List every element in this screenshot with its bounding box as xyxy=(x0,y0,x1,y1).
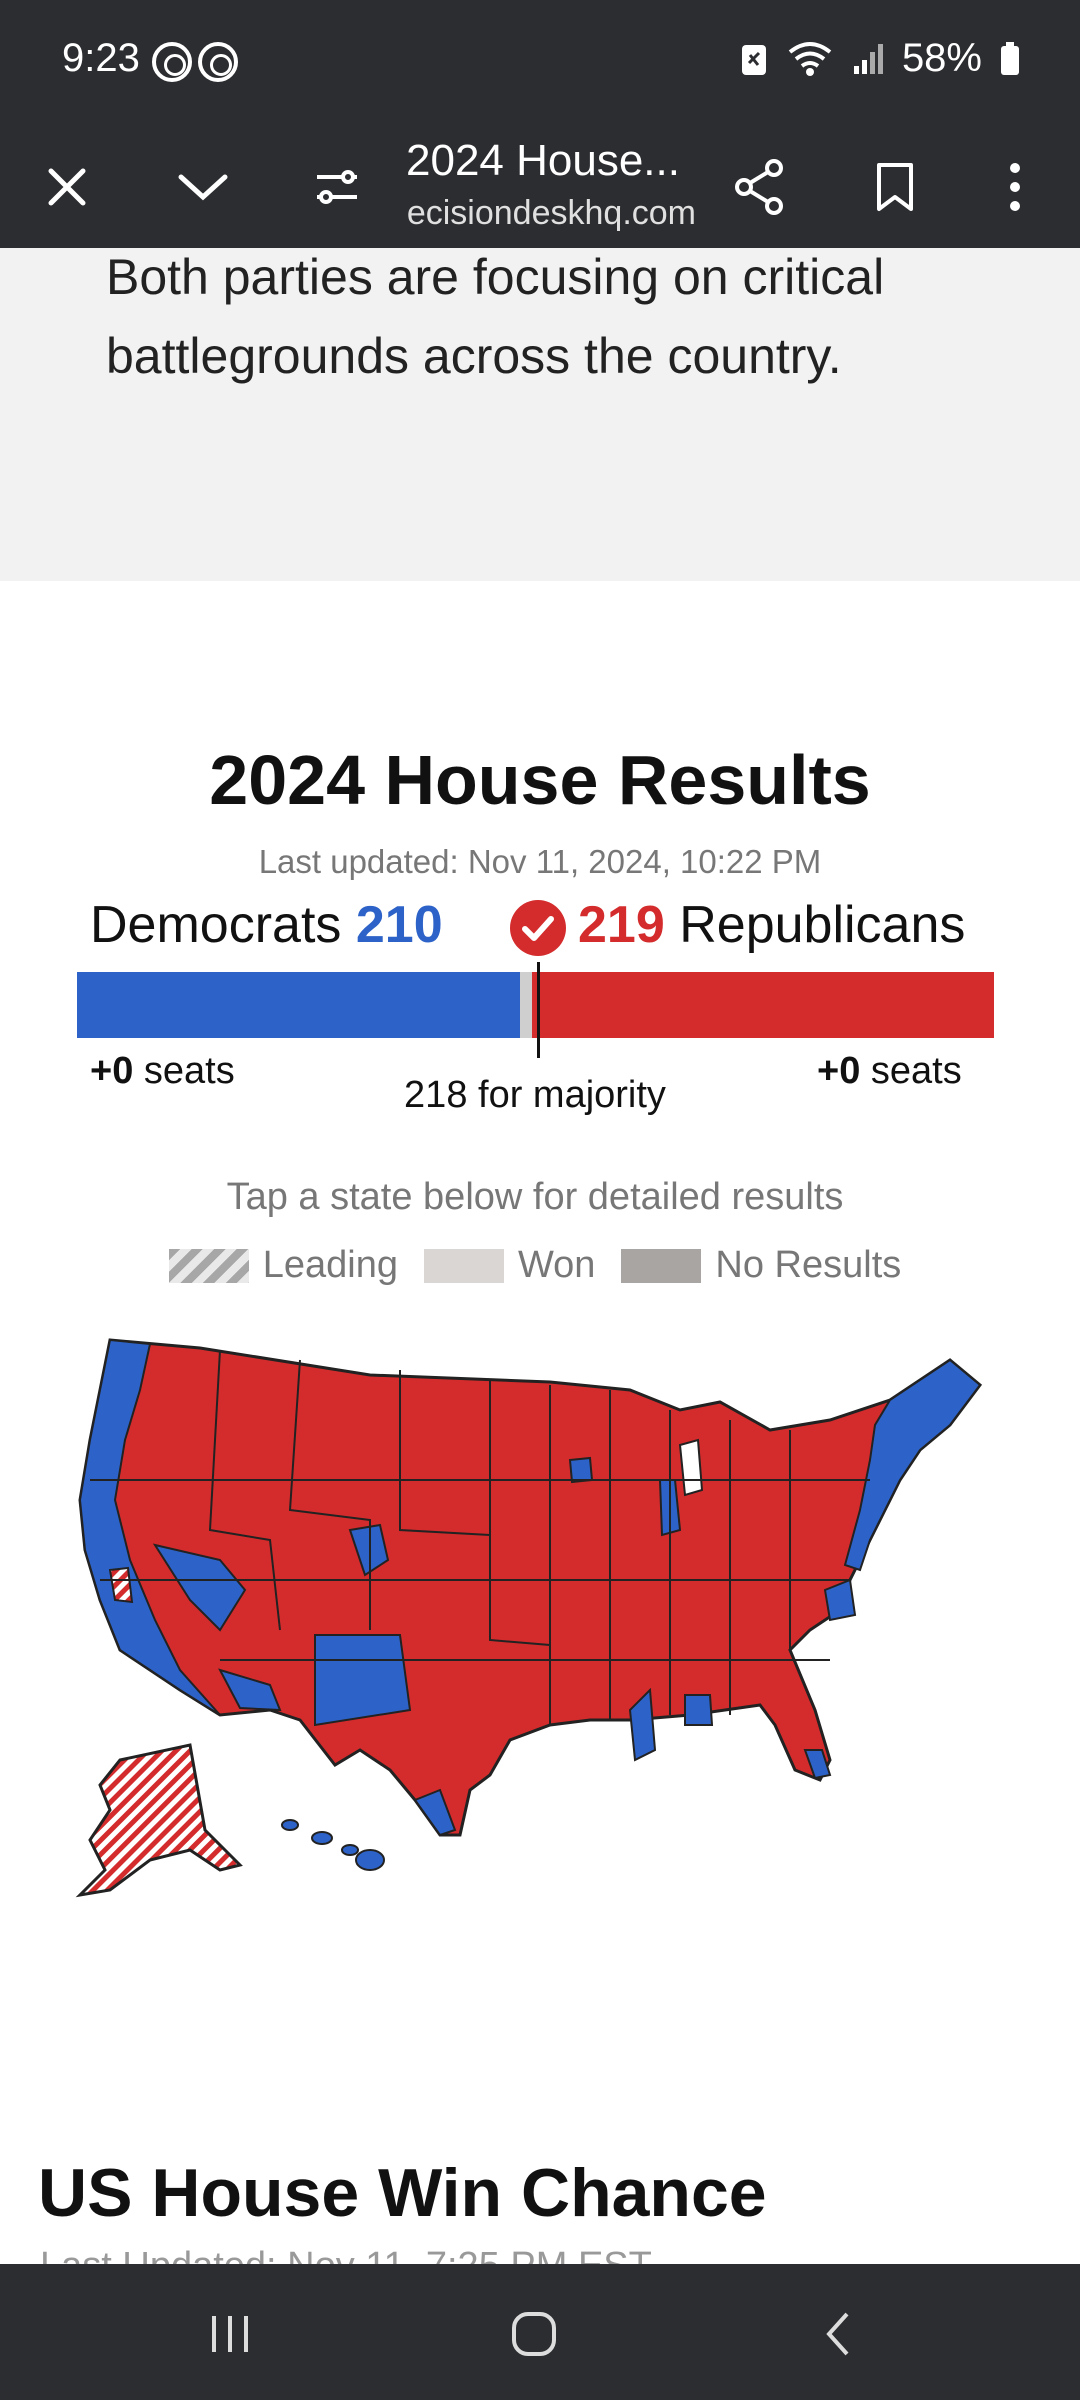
chevron-down-icon xyxy=(178,174,228,201)
legend-won-label: Won xyxy=(517,1244,596,1286)
leading-swatch xyxy=(168,1248,249,1283)
legend-no-results-label: No Results xyxy=(715,1244,902,1286)
democrats-change-value: +0 xyxy=(90,1050,134,1092)
threads-icon xyxy=(152,42,192,82)
bookmark-button[interactable] xyxy=(850,142,940,232)
system-indicators: 58% xyxy=(740,36,1020,81)
more-vert-icon xyxy=(1010,163,1020,211)
leading-district-ca[interactable] xyxy=(108,1566,134,1604)
home-icon xyxy=(512,2312,556,2356)
browser-toolbar: 2024 House... decisiondeskhq.com xyxy=(0,122,1080,248)
pacific-coast-districts[interactable] xyxy=(78,1338,221,1716)
democrats-label: Democrats xyxy=(90,896,342,954)
battery-icon xyxy=(1001,41,1019,75)
tune-icon xyxy=(317,170,357,204)
majority-line xyxy=(536,962,540,1058)
page-url: decisiondeskhq.com xyxy=(406,194,696,232)
texas-border-district[interactable] xyxy=(413,1788,457,1837)
hawaii-districts[interactable] xyxy=(281,1819,385,1871)
democrats-seat-count: 210 xyxy=(355,896,443,954)
bookmark-icon xyxy=(877,163,913,211)
northeast-districts[interactable] xyxy=(843,1358,982,1572)
minimize-button[interactable] xyxy=(158,142,248,232)
lake-michigan xyxy=(678,1438,704,1497)
recent-apps-button[interactable] xyxy=(180,2294,280,2374)
minnesota-district[interactable] xyxy=(568,1456,594,1484)
arizona-district[interactable] xyxy=(218,1668,282,1712)
page-title-area[interactable]: 2024 House... decisiondeskhq.com xyxy=(0,136,700,246)
back-button[interactable] xyxy=(788,2294,888,2374)
wifi-icon xyxy=(788,41,832,76)
home-button[interactable] xyxy=(484,2294,584,2374)
alaska-at-large[interactable] xyxy=(75,1743,243,1898)
republicans-change-value: +0 xyxy=(817,1050,861,1092)
tap-state-hint: Tap a state below for detailed results xyxy=(226,1176,844,1218)
democrats-bar xyxy=(77,972,520,1038)
virginia-district[interactable] xyxy=(823,1578,857,1622)
back-icon xyxy=(826,2312,849,2356)
nevada-district[interactable] xyxy=(152,1543,247,1632)
republicans-bar xyxy=(532,972,994,1038)
clock: 9:23 xyxy=(62,36,140,80)
no-results-swatch xyxy=(621,1248,702,1283)
status-bar: 9:23 58% xyxy=(0,0,1080,122)
close-icon xyxy=(48,168,86,206)
site-settings-button[interactable] xyxy=(292,142,382,232)
us-house-district-map[interactable] xyxy=(70,1330,1010,1910)
system-navigation-bar xyxy=(0,2264,1080,2400)
democrats-seat-change: +0 seats xyxy=(90,1050,235,1093)
seat-progress-bar xyxy=(77,962,994,1058)
republicans-seat-count: 219 xyxy=(578,896,665,954)
signal-icon xyxy=(853,43,883,74)
republicans-tally: 219 Republicans xyxy=(578,895,965,955)
democrats-tally: Democrats 210 xyxy=(90,895,443,955)
win-chance-updated: Last Updated: Nov 11, 7:25 PM EST xyxy=(40,2245,652,2267)
won-swatch xyxy=(423,1248,504,1283)
last-updated: Last updated: Nov 11, 2024, 10:22 PM xyxy=(258,843,822,880)
new-mexico-districts[interactable] xyxy=(314,1634,412,1727)
republicans-seat-change: +0 seats xyxy=(817,1050,962,1093)
undecided-bar xyxy=(519,972,533,1038)
battery-saver-icon xyxy=(741,44,766,75)
results-title: 2024 House Results xyxy=(209,741,871,819)
close-tab-button[interactable] xyxy=(22,142,112,232)
florida-district[interactable] xyxy=(803,1749,832,1780)
map-legend: Leading Won No Results xyxy=(0,1244,1070,1287)
republicans-label: Republicans xyxy=(679,896,966,954)
democrats-change-unit: seats xyxy=(143,1050,235,1092)
legend-no-results: No Results xyxy=(621,1244,901,1287)
legend-leading-label: Leading xyxy=(262,1244,398,1286)
intro-paragraph: Both parties are focusing on critical ba… xyxy=(106,249,885,384)
threads-icon xyxy=(198,42,238,82)
louisiana-mississippi-district[interactable] xyxy=(628,1687,657,1762)
battery-percent: 58% xyxy=(901,36,982,80)
republicans-change-unit: seats xyxy=(870,1050,962,1092)
majority-label: 218 for majority xyxy=(404,1074,666,1116)
share-button[interactable] xyxy=(714,142,804,232)
notification-icons xyxy=(152,42,238,82)
alabama-district[interactable] xyxy=(684,1694,714,1726)
district-borders xyxy=(90,1349,870,1725)
legend-won: Won xyxy=(423,1244,596,1287)
intro-section: Both parties are focusing on critical ba… xyxy=(0,248,1080,581)
page-title: 2024 House... xyxy=(406,136,680,185)
more-options-button[interactable] xyxy=(970,142,1060,232)
majority-check-badge xyxy=(510,900,566,956)
recent-apps-icon xyxy=(212,2316,248,2352)
check-icon xyxy=(522,916,554,941)
share-icon xyxy=(735,159,783,215)
win-chance-title: US House Win Chance xyxy=(38,2155,767,2231)
legend-leading: Leading xyxy=(168,1244,398,1287)
